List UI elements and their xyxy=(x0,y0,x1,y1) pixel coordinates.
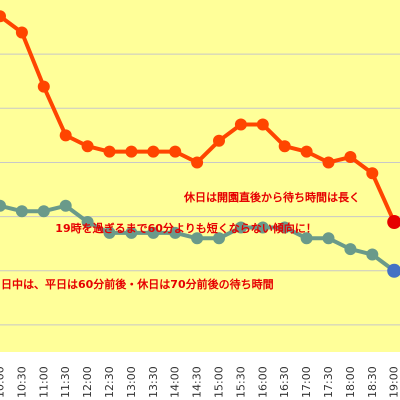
data-point xyxy=(344,243,357,256)
x-tick-label: 17:00 xyxy=(300,366,313,398)
data-point xyxy=(278,221,291,234)
data-point xyxy=(37,205,50,218)
data-point xyxy=(81,140,94,153)
gridlines xyxy=(0,53,400,326)
data-point xyxy=(234,221,247,234)
x-tick-label: 15:30 xyxy=(234,366,247,398)
data-point xyxy=(234,118,247,131)
data-point xyxy=(169,145,182,158)
data-point xyxy=(278,140,291,153)
data-point xyxy=(387,263,400,278)
data-point xyxy=(0,199,6,212)
data-point xyxy=(59,129,72,142)
data-point xyxy=(147,145,160,158)
annotation-line-1: 休日は開園直後から待ち時間は長く xyxy=(183,190,360,204)
data-point xyxy=(81,216,94,229)
x-tick-label: 19:00 xyxy=(388,366,400,398)
data-point xyxy=(15,26,28,39)
data-point xyxy=(387,215,400,230)
x-tick-label: 16:00 xyxy=(256,366,269,398)
data-point xyxy=(59,199,72,212)
plot-area xyxy=(0,0,400,352)
data-point xyxy=(300,232,313,245)
x-tick-label: 16:30 xyxy=(278,366,291,398)
data-point xyxy=(256,221,269,234)
x-tick-label: 12:00 xyxy=(81,366,94,398)
x-tick-label: 18:30 xyxy=(366,366,379,398)
annotation-line-3: 日中は、平日は60分前後・休日は70分前後の待ち時間 xyxy=(1,277,274,291)
x-tick-label: 13:30 xyxy=(147,366,160,398)
x-tick-label: 14:30 xyxy=(191,366,204,398)
data-point xyxy=(366,248,379,261)
x-tick-label: 10:30 xyxy=(15,366,28,398)
data-point xyxy=(147,226,160,239)
data-point xyxy=(322,232,335,245)
data-point xyxy=(191,156,204,169)
data-point xyxy=(366,167,379,180)
x-tick-label: 14:00 xyxy=(169,366,182,398)
data-point xyxy=(322,156,335,169)
data-point xyxy=(37,80,50,93)
data-point xyxy=(103,145,116,158)
data-point xyxy=(125,226,138,239)
data-point xyxy=(256,118,269,131)
data-point xyxy=(169,226,182,239)
data-point xyxy=(0,10,6,23)
x-tick-label: 13:00 xyxy=(125,366,138,398)
data-point xyxy=(15,205,28,218)
x-tick-label: 10:00 xyxy=(0,366,7,398)
x-tick-label: 15:00 xyxy=(213,366,226,398)
x-axis-ticks: 10:00 10:30 11:00 11:30 12:00 12:30 13:00 13:30… xyxy=(0,366,400,398)
data-point xyxy=(344,151,357,164)
x-tick-label: 18:00 xyxy=(344,366,357,398)
x-tick-label: 17:30 xyxy=(322,366,335,398)
data-point xyxy=(213,232,225,245)
x-tick-label: 11:00 xyxy=(37,366,50,398)
data-point xyxy=(213,134,225,147)
x-tick-label: 11:30 xyxy=(59,366,72,398)
data-point xyxy=(191,232,204,245)
points-group xyxy=(0,10,400,278)
data-point xyxy=(103,226,116,239)
data-point xyxy=(125,145,138,158)
annotation-line-2: 19時を過ぎるまで60分よりも短くならない傾向に！ xyxy=(55,221,316,235)
x-tick-label: 12:30 xyxy=(103,366,116,398)
data-point xyxy=(300,145,313,158)
